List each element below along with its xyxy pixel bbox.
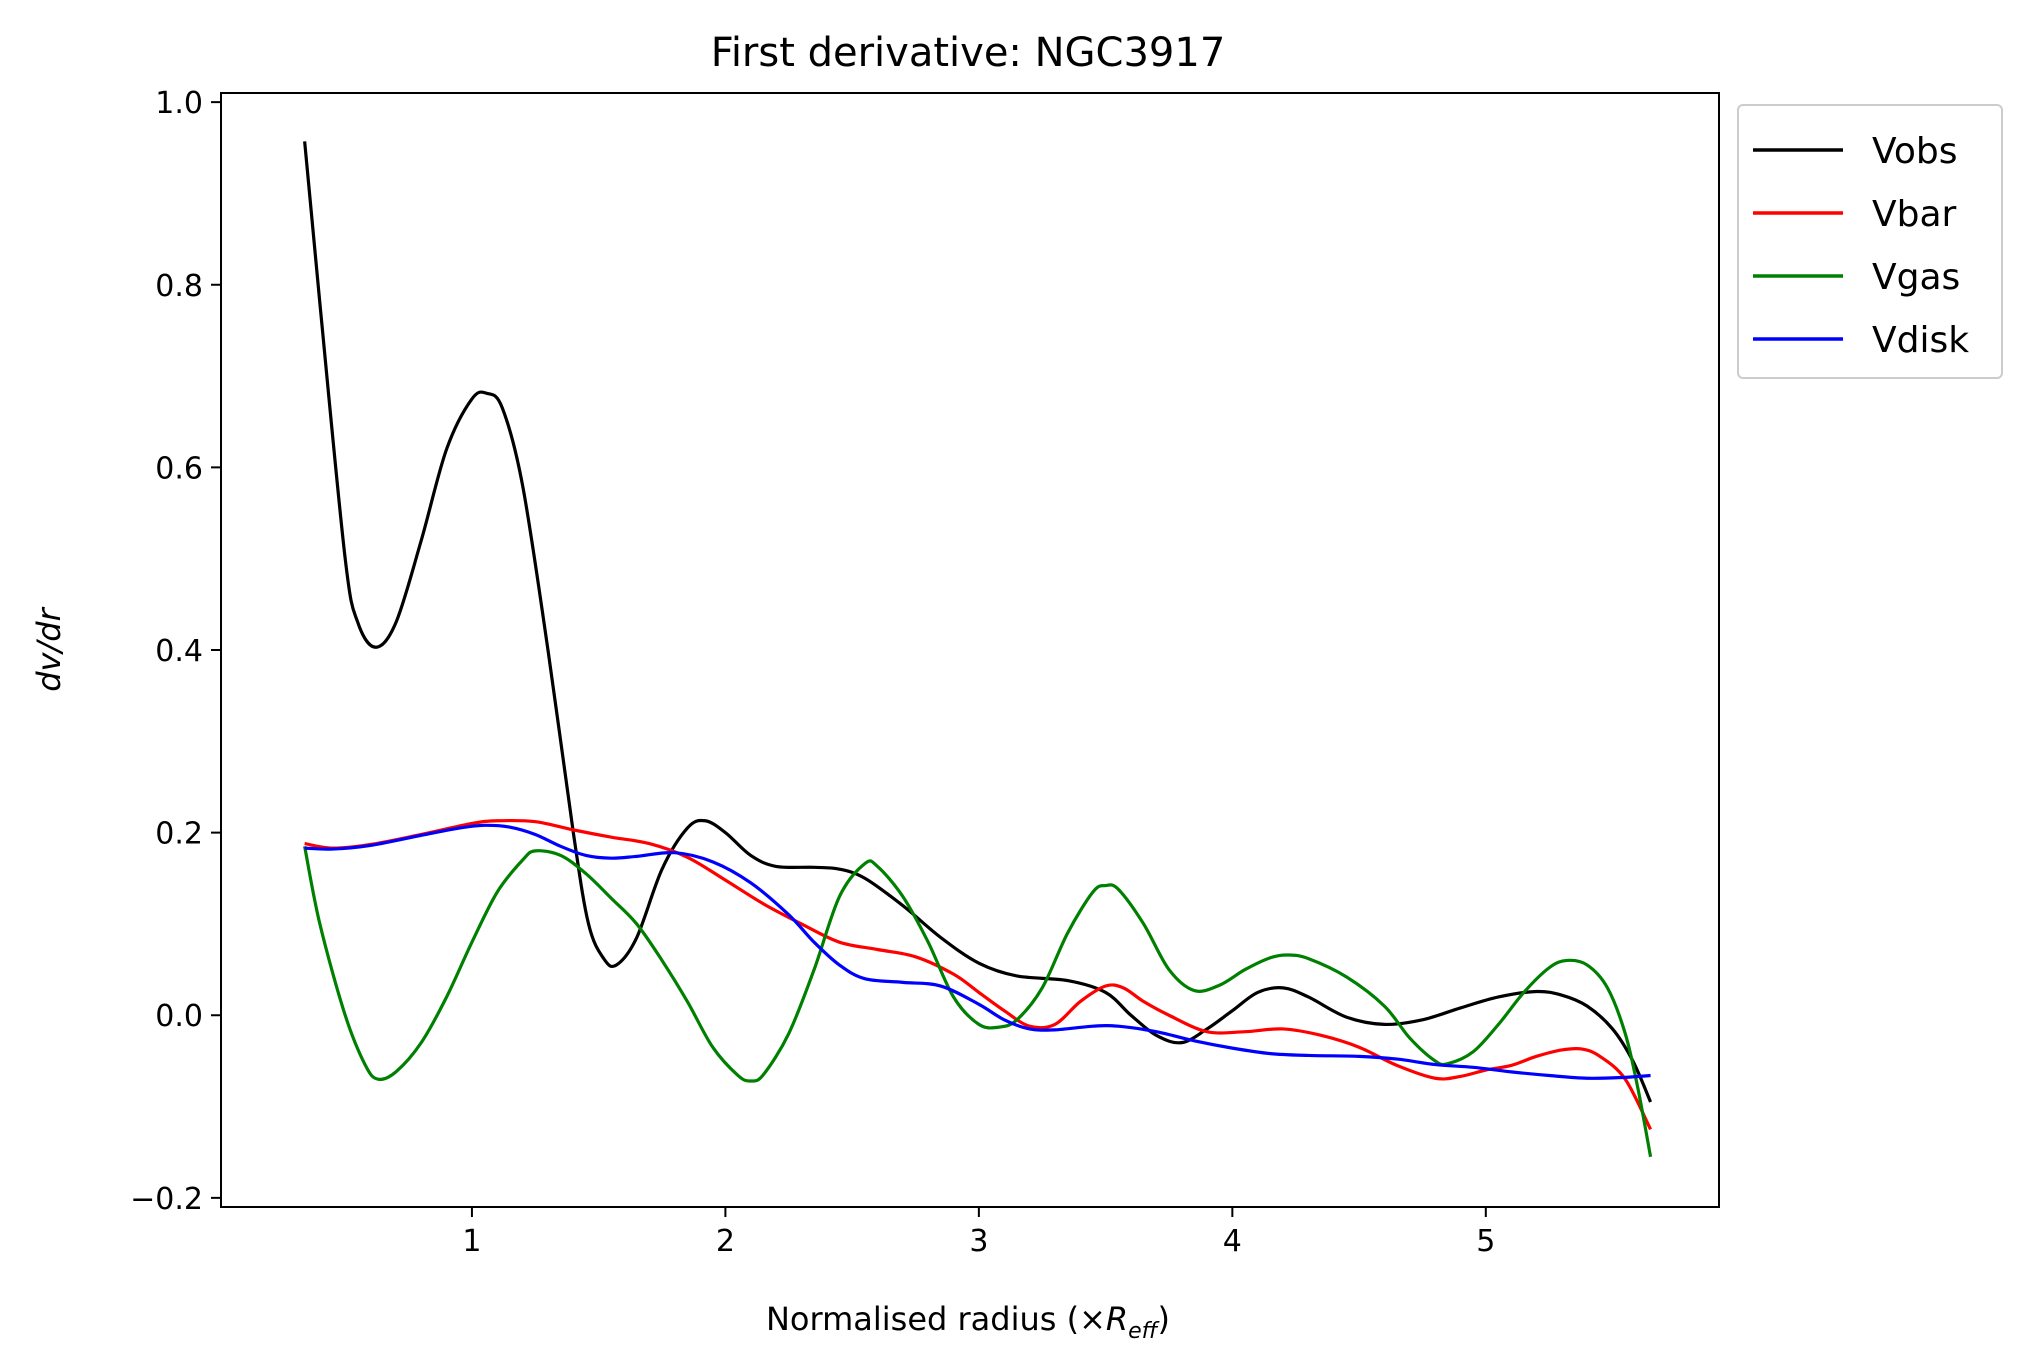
x-tick-label: 1 (462, 1224, 481, 1259)
y-tick-label: −0.2 (130, 1182, 203, 1217)
series-line-vobs (303, 141, 1653, 1103)
x-tick-label: 4 (1223, 1224, 1242, 1259)
y-tick-label: 0.8 (155, 269, 203, 304)
legend: Vobs Vbar Vgas Vdisk (1737, 104, 2003, 379)
x-axis: 1 2 3 4 5 (462, 1207, 1495, 1259)
legend-entries: Vobs Vbar Vgas Vdisk (1753, 131, 1969, 361)
legend-label-vdisk: Vdisk (1872, 320, 1969, 361)
legend-label-vobs: Vobs (1872, 131, 1957, 172)
legend-frame (1737, 104, 2003, 379)
x-tick-label: 5 (1476, 1224, 1495, 1259)
series-line-vgas (303, 846, 1653, 1158)
y-tick-label: 0.2 (155, 817, 203, 852)
series-layer (303, 141, 1653, 1158)
x-axis-label-symbol: R (1106, 1300, 1128, 1338)
x-tick-label: 2 (716, 1224, 735, 1259)
chart-title: First derivative: NGC3917 (711, 30, 1226, 76)
y-tick-label: 1.0 (155, 86, 203, 121)
x-axis-label-prefix: Normalised radius (× (766, 1300, 1106, 1338)
y-tick-label: 0.6 (155, 451, 203, 486)
legend-label-vbar: Vbar (1872, 194, 1957, 235)
y-tick-label: 0.4 (155, 634, 203, 669)
y-axis-label: dv/dr (30, 606, 68, 691)
legend-label-vgas: Vgas (1872, 257, 1960, 298)
series-line-vdisk (304, 823, 1651, 1080)
x-axis-label: Normalised radius (×Reff) (766, 1300, 1170, 1344)
y-axis: −0.2 0.0 0.2 0.4 0.6 0.8 1.0 (130, 86, 221, 1217)
x-tick-label: 3 (969, 1224, 988, 1259)
x-axis-label-suffix: ) (1158, 1300, 1170, 1338)
y-tick-label: 0.0 (155, 999, 203, 1034)
x-axis-label-subscript: eff (1128, 1319, 1160, 1344)
